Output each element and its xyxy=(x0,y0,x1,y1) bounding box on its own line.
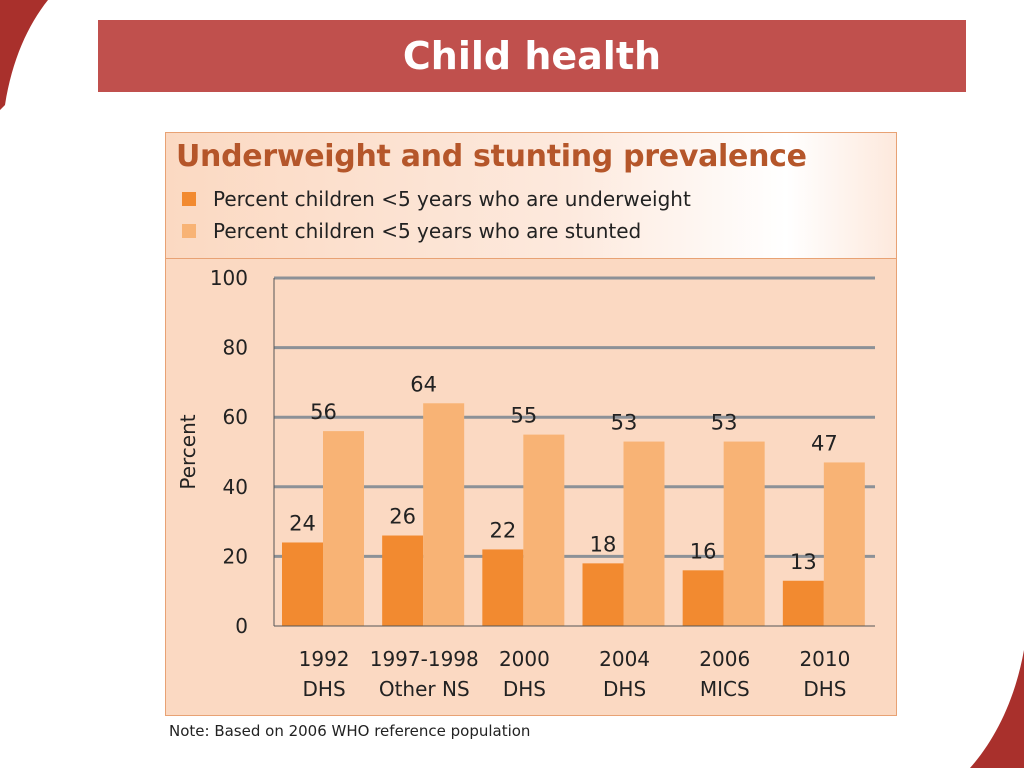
slide-title: Child health xyxy=(402,34,662,78)
data-label-underweight: 13 xyxy=(790,550,817,574)
x-tick-label: DHS xyxy=(503,677,546,701)
legend-swatch-stunted xyxy=(182,224,196,238)
data-label-stunted: 53 xyxy=(611,411,638,435)
x-tick-label: MICS xyxy=(700,677,750,701)
data-label-stunted: 55 xyxy=(510,404,537,428)
bar-stunted xyxy=(323,431,364,626)
legend-swatch-underweight xyxy=(182,192,196,206)
y-axis-label: Percent xyxy=(176,414,200,489)
data-label-underweight: 24 xyxy=(289,511,316,535)
x-tick-label: DHS xyxy=(803,677,846,701)
data-label-stunted: 47 xyxy=(811,431,838,455)
bar-stunted xyxy=(423,403,465,626)
bar-underweight xyxy=(382,535,424,626)
x-tick-label: 2000 xyxy=(499,647,550,671)
corner-decoration-bottom-right xyxy=(970,650,1024,768)
bar-stunted xyxy=(623,441,665,626)
bar-stunted xyxy=(523,434,565,626)
y-tick-label: 100 xyxy=(210,266,248,290)
x-tick-label: 2010 xyxy=(799,647,850,671)
x-tick-label: 2006 xyxy=(699,647,750,671)
legend-item-underweight: Percent children <5 years who are underw… xyxy=(182,187,691,211)
bar-stunted xyxy=(823,462,865,626)
chart-title: Underweight and stunting prevalence xyxy=(176,139,807,174)
data-label-stunted: 53 xyxy=(711,411,738,435)
data-label-stunted: 64 xyxy=(410,372,437,396)
bar-stunted xyxy=(723,441,765,626)
y-tick-label: 20 xyxy=(223,544,248,568)
x-tick-label: DHS xyxy=(603,677,646,701)
bar-underweight xyxy=(582,563,624,626)
x-tick-label: 1992 xyxy=(299,647,350,671)
bar-underweight xyxy=(282,542,323,626)
bar-underweight xyxy=(682,570,724,626)
y-tick-label: 40 xyxy=(223,475,248,499)
legend-label-underweight: Percent children <5 years who are underw… xyxy=(213,187,691,211)
legend-item-stunted: Percent children <5 years who are stunte… xyxy=(182,219,641,243)
data-label-stunted: 56 xyxy=(310,400,337,424)
x-tick-label: DHS xyxy=(303,677,346,701)
y-tick-label: 0 xyxy=(235,614,248,638)
data-label-underweight: 16 xyxy=(690,539,717,563)
data-label-underweight: 26 xyxy=(389,505,416,529)
chart-header: Underweight and stunting prevalence Perc… xyxy=(166,133,896,259)
y-tick-label: 60 xyxy=(223,405,248,429)
bar-underweight xyxy=(482,549,524,626)
data-label-underweight: 18 xyxy=(590,532,617,556)
x-tick-label: 1997-1998 xyxy=(370,647,479,671)
data-label-underweight: 22 xyxy=(489,518,516,542)
legend-label-stunted: Percent children <5 years who are stunte… xyxy=(213,219,642,243)
corner-decoration-top-left xyxy=(0,0,48,110)
x-tick-label: 2004 xyxy=(599,647,650,671)
bar-underweight xyxy=(782,580,824,626)
footnote: Note: Based on 2006 WHO reference popula… xyxy=(169,722,531,740)
y-tick-label: 80 xyxy=(223,336,248,360)
slide-title-bar: Child health xyxy=(98,20,966,92)
x-tick-label: Other NS xyxy=(379,677,470,701)
